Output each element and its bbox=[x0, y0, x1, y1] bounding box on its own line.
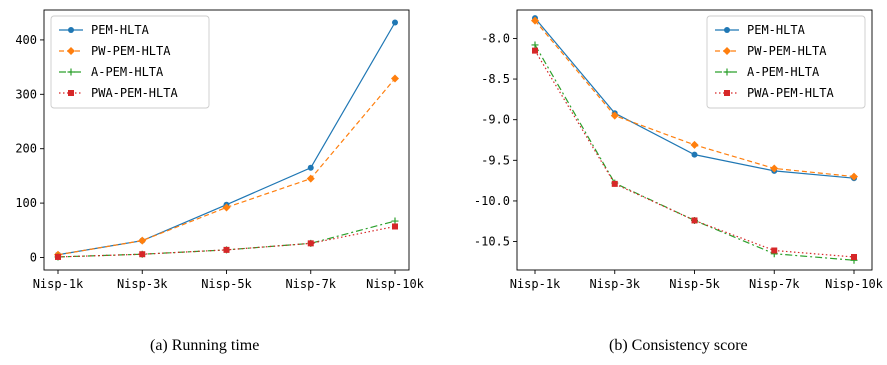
chart-consistency-score: Nisp-1k Nisp-3k Nisp-5k Nisp-7k Nisp-10k -8.0… bbox=[474, 9, 884, 291]
x-tick-label: Nisp-7k bbox=[749, 277, 800, 291]
data-point bbox=[139, 251, 146, 258]
legend-entry: A-PEM-HLTA bbox=[715, 65, 820, 79]
x-tick-label: Nisp-10k bbox=[825, 277, 884, 291]
y-tick-label: -10.0 bbox=[474, 194, 510, 208]
data-point bbox=[724, 27, 730, 33]
data-point bbox=[851, 254, 857, 260]
data-point bbox=[392, 223, 398, 230]
data-point bbox=[222, 203, 231, 212]
data-point bbox=[223, 246, 230, 253]
data-point bbox=[723, 68, 731, 76]
y-tick-label: 400 bbox=[15, 33, 37, 47]
x-tick-label: Nisp-5k bbox=[669, 277, 720, 291]
data-point bbox=[307, 240, 314, 247]
data-point bbox=[67, 68, 75, 76]
data-point bbox=[770, 164, 779, 173]
x-tick-label: Nisp-7k bbox=[285, 277, 336, 291]
data-point bbox=[391, 74, 399, 83]
legend-frame bbox=[50, 15, 210, 109]
y-tick-label: -8.5 bbox=[481, 72, 510, 86]
data-point bbox=[68, 90, 74, 96]
x-tick-label: Nisp-10k bbox=[366, 277, 425, 291]
x-tick-label: Nisp-1k bbox=[33, 277, 84, 291]
data-point bbox=[691, 217, 698, 224]
series-pw-pem-hlta bbox=[531, 16, 858, 181]
series-line bbox=[534, 44, 855, 261]
data-point bbox=[771, 247, 778, 254]
legend-entry: PW-PEM-HLTA bbox=[715, 44, 827, 58]
data-point bbox=[611, 180, 618, 187]
data-point bbox=[307, 164, 314, 171]
data-point bbox=[531, 41, 539, 49]
data-point bbox=[691, 151, 698, 158]
legend-label: PWA-PEM-HLTA bbox=[91, 86, 178, 100]
data-point bbox=[67, 47, 75, 55]
legend-entry: PEM-HLTA bbox=[59, 23, 150, 37]
x-tick-label: Nisp-3k bbox=[589, 277, 640, 291]
y-tick-label: -8.0 bbox=[481, 31, 510, 45]
legend-label: PEM-HLTA bbox=[747, 23, 806, 37]
legend: PEM-HLTA PW-PEM-HLTA A-PEM-HLTA PWA-PEM-HLT… bbox=[706, 15, 866, 109]
data-point bbox=[68, 27, 74, 33]
series-a-pem-hlta bbox=[54, 217, 399, 261]
data-point bbox=[392, 19, 398, 26]
data-point bbox=[690, 140, 699, 149]
legend-entry: A-PEM-HLTA bbox=[59, 65, 164, 79]
data-point bbox=[610, 111, 619, 120]
series-pwa-pem-hlta bbox=[532, 47, 857, 260]
legend-label: PWA-PEM-HLTA bbox=[747, 86, 834, 100]
series-pwa-pem-hlta bbox=[55, 223, 398, 260]
y-tick-label: 100 bbox=[15, 196, 37, 210]
chart-running-time: Nisp-1k Nisp-3k Nisp-5k Nisp-7k Nisp-10k 0 100… bbox=[15, 9, 425, 291]
y-tick-label: 300 bbox=[15, 87, 37, 101]
y-tick-label: -9.0 bbox=[481, 113, 510, 127]
x-tick-label: Nisp-3k bbox=[117, 277, 168, 291]
data-point bbox=[532, 47, 538, 54]
legend-entry: PEM-HLTA bbox=[715, 23, 806, 37]
series-line bbox=[57, 78, 396, 256]
data-point bbox=[391, 217, 399, 225]
legend-label: PEM-HLTA bbox=[91, 23, 150, 37]
legend-frame bbox=[706, 15, 866, 109]
x-tick-label: Nisp-5k bbox=[201, 277, 252, 291]
legend-label: PW-PEM-HLTA bbox=[747, 44, 827, 58]
data-point bbox=[138, 236, 147, 245]
data-point bbox=[724, 90, 730, 96]
legend: PEM-HLTA PW-PEM-HLTA A-PEM-HLTA PWA-PEM-HLT… bbox=[50, 15, 210, 109]
caption-running-time: (a) Running time bbox=[150, 337, 260, 354]
caption-consistency-score: (b) Consistency score bbox=[609, 337, 748, 354]
x-tick-label: Nisp-1k bbox=[510, 277, 561, 291]
data-point bbox=[531, 16, 539, 25]
data-point bbox=[850, 172, 858, 181]
y-tick-label: 0 bbox=[30, 250, 37, 264]
legend-entry: PWA-PEM-HLTA bbox=[715, 86, 834, 100]
legend-entry: PW-PEM-HLTA bbox=[59, 44, 171, 58]
legend-label: A-PEM-HLTA bbox=[91, 65, 164, 79]
data-point bbox=[723, 47, 731, 55]
data-point bbox=[306, 174, 315, 183]
y-tick-label: 200 bbox=[15, 142, 37, 156]
y-tick-label: -9.5 bbox=[481, 153, 510, 167]
y-tick-label: -10.5 bbox=[474, 235, 510, 249]
data-point bbox=[55, 253, 61, 260]
legend-label: A-PEM-HLTA bbox=[747, 65, 820, 79]
legend-entry: PWA-PEM-HLTA bbox=[59, 86, 178, 100]
legend-label: PW-PEM-HLTA bbox=[91, 44, 171, 58]
